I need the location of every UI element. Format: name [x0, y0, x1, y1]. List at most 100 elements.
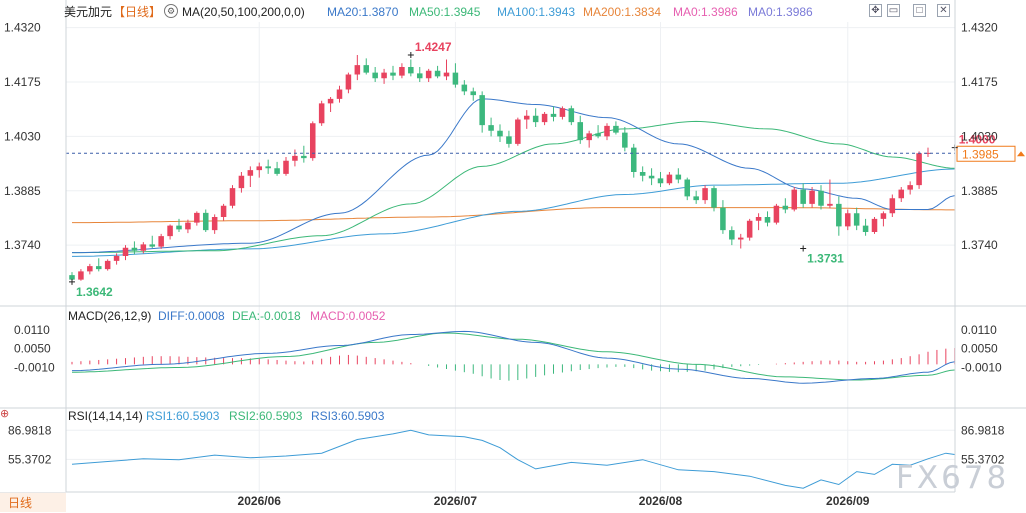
ma200-legend: MA200:1.3834 [583, 5, 662, 19]
candle-body [568, 108, 575, 123]
candle-body [853, 213, 860, 226]
price-tick-label-right: 1.4175 [961, 75, 998, 89]
candle-body [247, 170, 254, 176]
ma100-line [72, 168, 955, 257]
candle-body [809, 190, 815, 204]
candle-body [675, 174, 682, 180]
ma0-legend-a: MA0:1.3986 [673, 5, 738, 19]
rsi-title: RSI(14,14,14) [68, 409, 143, 423]
candlestick-series [69, 55, 931, 282]
price-tick-label-left: 1.4030 [4, 129, 41, 143]
annotation-label: 1.3642 [76, 285, 113, 299]
candle-body [506, 136, 512, 144]
macd-tick-label-left: 0.0110 [14, 323, 50, 337]
macd-tick-label-right: 0.0050 [961, 342, 998, 356]
candle-body [880, 213, 887, 219]
candle-body [871, 218, 878, 232]
candle-body [140, 244, 147, 251]
minimize-icon[interactable]: ▭ [887, 4, 900, 17]
candle-body [746, 220, 753, 238]
ma0-legend-b: MA0:1.3986 [748, 5, 813, 19]
rsi3-legend: RSI3:60.5903 [311, 409, 385, 423]
ma20-legend: MA20:1.3870 [327, 5, 399, 19]
candle-body [274, 168, 280, 174]
annotation-label: 1.4247 [415, 40, 452, 54]
price-tick-label-left: 1.4175 [4, 75, 41, 89]
candle-body [327, 98, 334, 104]
candle-body [657, 178, 664, 184]
candle-body [220, 205, 227, 217]
candle-body [390, 72, 396, 76]
candle-body [523, 115, 530, 120]
annotation-label: 1.3731 [807, 252, 844, 266]
candle-body [773, 205, 780, 223]
candle-body [443, 72, 450, 77]
macd-tick-label-left: 0.0050 [14, 342, 51, 356]
maximize-icon[interactable]: □ [913, 4, 926, 17]
candle-body [684, 179, 691, 197]
price-tick-label-left: 1.3740 [4, 238, 41, 252]
close-icon[interactable]: ✕ [937, 4, 950, 17]
price-tick-label-right: 1.3885 [961, 184, 998, 198]
candle-body [613, 125, 619, 133]
candle-body [131, 247, 138, 251]
candle-body [434, 70, 441, 77]
macd-tick-label-left: -0.0010 [14, 360, 55, 374]
candle-body [889, 198, 896, 214]
candle-body [470, 91, 477, 96]
candle-body [292, 155, 298, 161]
rsi-tick-label-right: 86.9818 [961, 423, 1005, 437]
rsi-panel: 86.9818 86.9818 55.3702 55.3702 [8, 423, 1005, 489]
candle-body [648, 175, 655, 179]
candle-body [818, 190, 824, 206]
candle-body [363, 65, 370, 73]
period-tag[interactable]: 【日线】 [113, 5, 162, 19]
candle-body [497, 130, 503, 137]
rsi-tick-label-right: 55.3702 [961, 452, 1005, 466]
candle-body [479, 95, 485, 126]
candle-body [515, 119, 521, 144]
candle-body [372, 72, 378, 79]
candle-body [541, 113, 548, 123]
macd-dea-legend: DEA:-0.0018 [232, 309, 301, 323]
candle-body [630, 147, 637, 172]
candle-body [318, 103, 325, 124]
price-tick-label-left: 1.3885 [4, 184, 41, 198]
price-annotations: 1.3985 1.4247 1.3731 1.3642 1.4000 [66, 40, 1025, 299]
candle-body [167, 225, 173, 237]
macd-tick-label-right: 0.0110 [961, 323, 997, 337]
candle-body [550, 113, 557, 117]
candle-body [301, 155, 307, 159]
candle-body [113, 256, 120, 261]
candle-body [416, 73, 423, 79]
candle-body [202, 212, 209, 231]
price-tick-label-right: 1.4320 [961, 21, 998, 35]
candle-body [87, 266, 93, 272]
candle-body [720, 207, 726, 231]
candle-body [176, 225, 182, 230]
candle-body [666, 174, 673, 184]
candle-body [577, 122, 584, 141]
rsi-tick-label-left: 55.3702 [8, 452, 52, 466]
candle-body [791, 189, 798, 210]
expand-icon[interactable]: ✥ [869, 4, 882, 17]
candle-body [122, 247, 129, 256]
candle-body [256, 166, 263, 171]
price-tick-label-right: 1.3740 [961, 238, 998, 252]
period-button[interactable]: 日线 [0, 492, 66, 512]
candle-body [622, 132, 628, 148]
price-tick-label-left: 1.4320 [4, 21, 41, 35]
rsi2-legend: RSI2:60.5903 [229, 409, 303, 423]
rsi1-legend: RSI1:60.5903 [146, 409, 220, 423]
candle-body [229, 188, 236, 206]
candle-body [693, 196, 699, 201]
candle-body [604, 125, 610, 137]
candle-body [149, 244, 156, 247]
candle-body [69, 275, 75, 280]
candle-body [916, 153, 922, 186]
gear-icon[interactable]: ⚙ [164, 4, 178, 18]
moving-average-lines [72, 98, 955, 257]
macd-diff-legend: DIFF:0.0008 [158, 309, 225, 323]
crosshair-icon[interactable]: ⊕ [0, 408, 10, 420]
